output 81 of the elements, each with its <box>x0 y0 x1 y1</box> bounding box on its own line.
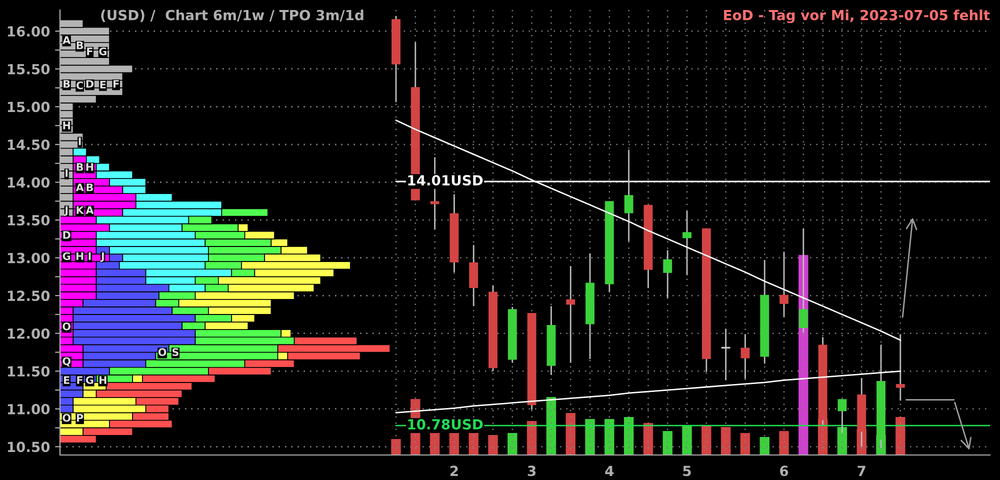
bar <box>449 433 460 455</box>
annotation: K <box>76 206 84 214</box>
y-tick-label: 13.00 <box>8 252 50 264</box>
y-tick-label: 12.00 <box>8 328 50 339</box>
annotation: G <box>86 376 94 384</box>
annotation: H <box>63 122 70 130</box>
bar <box>662 431 672 455</box>
annotation: E <box>100 80 106 88</box>
candlestick <box>780 251 788 318</box>
y-tick-label: 15.50 <box>8 64 50 74</box>
annotation: H <box>86 163 94 171</box>
annotation: I <box>78 137 81 146</box>
x-tick-label: 3 <box>528 466 536 476</box>
annotation: H <box>76 252 84 260</box>
annotation: I <box>66 169 68 177</box>
annotation: F <box>114 80 119 88</box>
y-tick-label: 13.50 <box>8 215 50 226</box>
candlestick <box>663 250 672 299</box>
bar <box>604 419 614 455</box>
bar <box>740 433 750 455</box>
ref-line-label: 14.01USD <box>408 175 483 186</box>
bar <box>391 439 401 455</box>
bar <box>585 419 595 455</box>
bar <box>468 433 478 455</box>
annotation: B <box>86 184 93 192</box>
bar <box>488 435 498 455</box>
annotation: O <box>62 414 71 422</box>
y-tick-label: 10.50 <box>8 442 50 452</box>
y-tick-label: 14.50 <box>8 139 50 150</box>
candlestick <box>896 333 905 402</box>
annotation: B <box>64 80 70 88</box>
annotation: E <box>64 376 70 384</box>
bar <box>566 413 576 455</box>
annotation: B <box>76 163 84 171</box>
x-tick-label: 2 <box>450 466 458 476</box>
annotation: C <box>76 81 83 90</box>
y-tick-label: 11.00 <box>8 404 50 414</box>
x-tick-label: 6 <box>780 466 788 476</box>
candlestick <box>566 265 576 364</box>
candlestick <box>624 149 634 242</box>
bar <box>896 417 906 455</box>
y-tick-label: 16.00 <box>8 26 50 37</box>
annotation: O <box>158 348 166 356</box>
annotation: Q <box>62 357 71 366</box>
ref-line-label: 10.78USD <box>408 419 483 430</box>
annotation: D <box>86 80 94 88</box>
annotation: A <box>76 184 84 192</box>
annotation: F <box>87 48 92 56</box>
x-tick-label: 4 <box>605 466 614 476</box>
annotation: D <box>63 231 70 239</box>
annotation: F <box>77 376 82 384</box>
annotation: S <box>172 348 178 356</box>
y-tick-label: 11.50 <box>8 366 50 377</box>
bar <box>702 425 712 455</box>
candlestick <box>740 333 750 380</box>
bar <box>682 425 692 455</box>
annotation: H <box>100 376 106 384</box>
annotation: O <box>62 322 71 330</box>
bar <box>779 431 789 455</box>
annotation: B <box>76 42 84 50</box>
x-tick-label: 7 <box>858 466 866 476</box>
candlestick <box>682 210 692 276</box>
annotation: EoD - Tag vor Mi, 2023-07-05 fehlt <box>724 10 990 24</box>
annotation: P <box>76 414 84 422</box>
y-tick-label: 15.00 <box>8 102 50 112</box>
y-tick-label: 14.00 <box>8 177 50 188</box>
annotation: G <box>62 252 70 260</box>
bar <box>760 437 770 455</box>
annotation: A <box>62 36 71 44</box>
bar <box>837 427 848 455</box>
y-tick-label: 12.50 <box>8 290 50 302</box>
annotation: G <box>99 47 106 56</box>
bar <box>508 433 518 455</box>
x-tick-label: 5 <box>683 466 691 476</box>
annotation: A <box>86 206 94 214</box>
chart-title: (USD) / Chart 6m/1w / TPO 3m/1d <box>101 10 364 22</box>
bar <box>624 417 634 455</box>
bar <box>720 427 731 455</box>
candlestick <box>720 328 732 381</box>
bar <box>430 433 440 455</box>
annotation: I <box>88 252 91 260</box>
